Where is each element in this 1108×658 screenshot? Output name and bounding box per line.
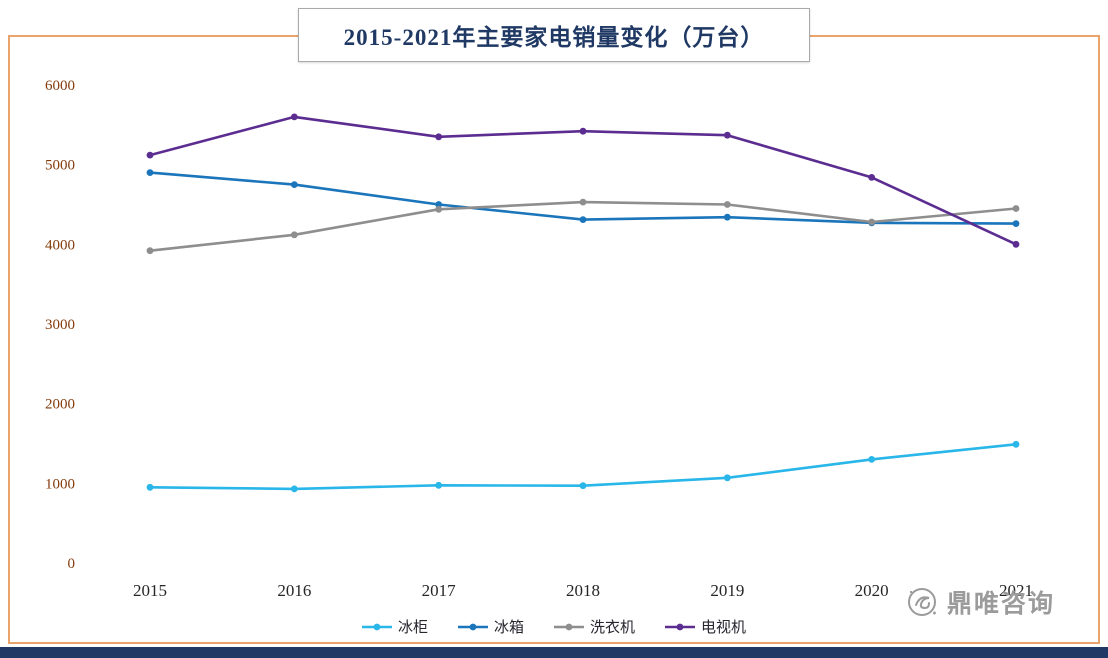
series-marker-洗衣机 — [146, 247, 154, 255]
legend-marker — [373, 623, 381, 630]
legend-label: 洗衣机 — [590, 620, 636, 636]
x-axis-tick-label: 2019 — [710, 581, 744, 600]
series-marker-洗衣机 — [435, 205, 443, 213]
series-marker-电视机 — [1012, 240, 1020, 248]
series-line-电视机 — [148, 115, 1018, 246]
x-axis-tick-label: 2021 — [999, 581, 1033, 600]
x-axis-tick-label: 2018 — [566, 581, 600, 600]
y-axis-tick-label: 6000 — [45, 78, 75, 94]
series-marker-洗衣机 — [579, 198, 587, 206]
bottom-bar — [0, 647, 1108, 658]
legend-item-电视机: 电视机 — [665, 616, 746, 637]
x-axis-tick-label: 2015 — [133, 581, 167, 600]
legend-marker — [469, 623, 477, 630]
series-marker-冰柜 — [1012, 440, 1020, 448]
series-marker-冰箱 — [579, 216, 587, 224]
legend-item-洗衣机: 洗衣机 — [554, 616, 635, 637]
series-marker-冰柜 — [579, 482, 587, 490]
legend-line-marker-icon — [361, 623, 392, 630]
series-marker-电视机 — [435, 133, 443, 141]
legend-line-marker-icon — [665, 623, 696, 630]
series-line-冰箱 — [148, 171, 1018, 225]
series-marker-冰箱 — [1012, 220, 1020, 228]
y-axis-tick-label: 3000 — [45, 317, 75, 333]
x-axis-tick-label: 2020 — [855, 581, 889, 600]
legend-item-冰柜: 冰柜 — [361, 616, 428, 637]
series-marker-电视机 — [723, 131, 731, 139]
series-line-洗衣机 — [148, 200, 1018, 252]
series-marker-冰柜 — [868, 456, 876, 463]
chart-title-box: 2015-2021年主要家电销量变化（万台） — [298, 8, 810, 62]
series-marker-冰箱 — [146, 169, 154, 177]
y-axis-tick-label: 5000 — [45, 158, 75, 174]
series-marker-冰柜 — [723, 474, 731, 482]
legend-item-冰箱: 冰箱 — [457, 616, 524, 637]
series-marker-电视机 — [290, 113, 298, 121]
y-axis-tick-label: 4000 — [45, 237, 75, 253]
series-marker-洗衣机 — [868, 218, 876, 226]
watermark-text: 鼎唯咨询 — [947, 591, 1056, 618]
series-marker-电视机 — [146, 151, 154, 159]
legend-label: 冰柜 — [397, 620, 428, 636]
legend-line-marker-icon — [457, 623, 488, 630]
series-line-冰柜 — [148, 442, 1018, 491]
x-axis-tick-label: 2016 — [277, 581, 311, 600]
y-axis-tick-label: 1000 — [45, 476, 75, 492]
legend-marker — [565, 623, 573, 630]
legend-marker — [676, 623, 684, 630]
legend: 冰柜 冰箱 洗衣机 电视机 — [361, 616, 746, 637]
series-marker-洗衣机 — [723, 201, 731, 208]
series-marker-冰箱 — [290, 181, 298, 189]
series-marker-冰柜 — [290, 485, 298, 493]
series-marker-洗衣机 — [290, 231, 298, 239]
chart-title: 2015-2021年主要家电销量变化（万台） — [343, 25, 765, 50]
watermark: 鼎唯咨询 — [905, 584, 1055, 620]
y-axis-tick-label: 0 — [68, 556, 76, 572]
series-marker-冰箱 — [435, 201, 443, 208]
legend-label: 电视机 — [701, 620, 747, 636]
series-marker-冰箱 — [723, 213, 731, 221]
legend-line-marker-icon — [554, 623, 584, 630]
series-marker-冰柜 — [435, 481, 443, 489]
series-marker-电视机 — [868, 174, 876, 181]
series-marker-电视机 — [579, 127, 587, 135]
series-marker-冰柜 — [146, 483, 154, 491]
x-axis-tick-label: 2017 — [422, 581, 457, 600]
legend-label: 冰箱 — [493, 620, 524, 636]
watermark-logo-icon — [908, 588, 936, 616]
y-axis-tick-label: 2000 — [45, 397, 75, 413]
series-marker-洗衣机 — [1012, 205, 1020, 212]
